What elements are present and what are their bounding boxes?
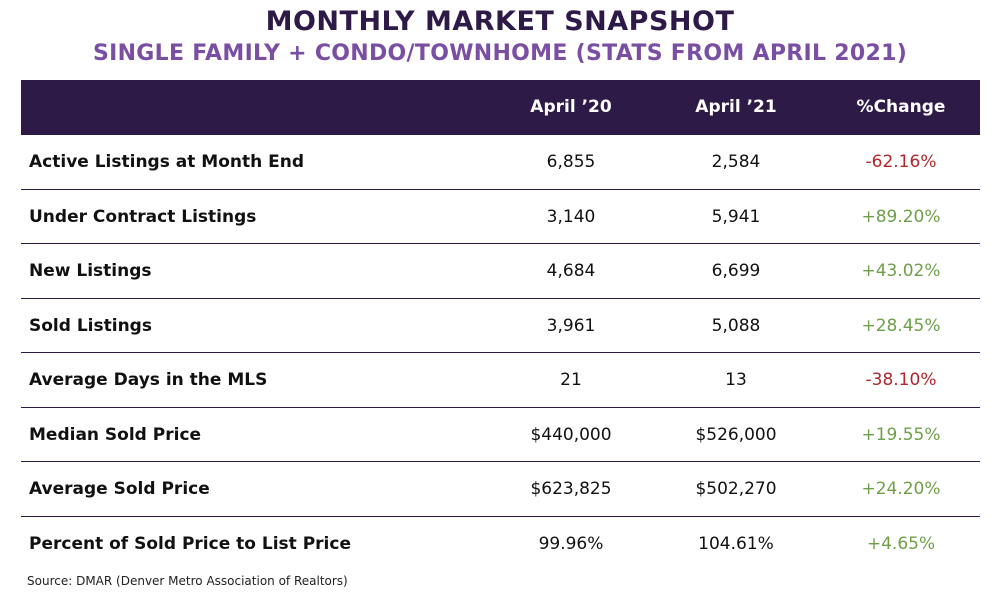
- table-header: April ’20 April ’21 %Change: [21, 80, 980, 135]
- table-body: Active Listings at Month End 6,855 2,584 -6…: [21, 135, 980, 571]
- column-header-change: %Change: [856, 97, 946, 117]
- value-april-21: $526,000: [695, 424, 777, 445]
- value-change: +43.02%: [861, 261, 941, 281]
- value-april-21: 13: [725, 370, 747, 390]
- value-april-20: 99.96%: [538, 533, 604, 554]
- row-label: Average Sold Price: [29, 479, 210, 499]
- row-label: Median Sold Price: [29, 424, 202, 445]
- table-row: Active Listings at Month End 6,855 2,584 -6…: [21, 135, 980, 190]
- value-april-20: 21: [560, 370, 582, 390]
- value-april-20: 4,684: [546, 261, 596, 281]
- page-title: MONTHLY MARKET SNAPSHOT: [265, 6, 735, 37]
- value-change: +28.45%: [861, 315, 941, 336]
- value-change: +19.55%: [861, 424, 941, 445]
- value-april-21: $502,270: [695, 479, 777, 499]
- value-change: -38.10%: [865, 370, 937, 390]
- value-change: -62.16%: [865, 152, 937, 172]
- value-april-20: 3,140: [546, 206, 596, 227]
- source-note: Source: DMAR (Denver Metro Association o…: [27, 574, 348, 588]
- value-change: +4.65%: [866, 533, 936, 554]
- value-april-21: 6,699: [711, 261, 761, 281]
- table-row: Average Days in the MLS 21 13 -38.10%: [21, 353, 980, 408]
- row-label: Percent of Sold Price to List Price: [29, 533, 351, 554]
- value-change: +24.20%: [861, 479, 941, 499]
- table-row: Percent of Sold Price to List Price 99.96…: [21, 517, 980, 572]
- table-row: Under Contract Listings 3,140 5,941 +89.20%: [21, 190, 980, 244]
- value-april-20: $440,000: [530, 424, 612, 445]
- row-label: Average Days in the MLS: [29, 370, 268, 390]
- table-row: Sold Listings 3,961 5,088 +28.45%: [21, 299, 980, 353]
- value-april-21: 104.61%: [698, 533, 774, 554]
- row-label: Under Contract Listings: [29, 206, 257, 227]
- column-header-april-20: April ’20: [530, 97, 612, 117]
- table-row: New Listings 4,684 6,699 +43.02%: [21, 244, 980, 299]
- snapshot-table: April ’20 April ’21 %Change Active Listi…: [21, 80, 980, 571]
- row-label: New Listings: [29, 261, 152, 281]
- value-april-21: 2,584: [711, 152, 761, 172]
- row-label: Active Listings at Month End: [29, 152, 305, 172]
- column-header-april-21: April ’21: [695, 97, 777, 117]
- value-april-20: $623,825: [530, 479, 612, 499]
- table-row: Average Sold Price $623,825 $502,270 +24.20…: [21, 462, 980, 517]
- value-april-20: 6,855: [546, 152, 596, 172]
- table-row: Median Sold Price $440,000 $526,000 +19.55%: [21, 408, 980, 462]
- value-april-21: 5,941: [711, 206, 761, 227]
- value-april-21: 5,088: [711, 315, 761, 336]
- value-april-20: 3,961: [546, 315, 596, 336]
- value-change: +89.20%: [861, 206, 941, 227]
- page-subtitle: SINGLE FAMILY + CONDO/TOWNHOME (STATS FR…: [92, 41, 908, 66]
- row-label: Sold Listings: [29, 315, 152, 336]
